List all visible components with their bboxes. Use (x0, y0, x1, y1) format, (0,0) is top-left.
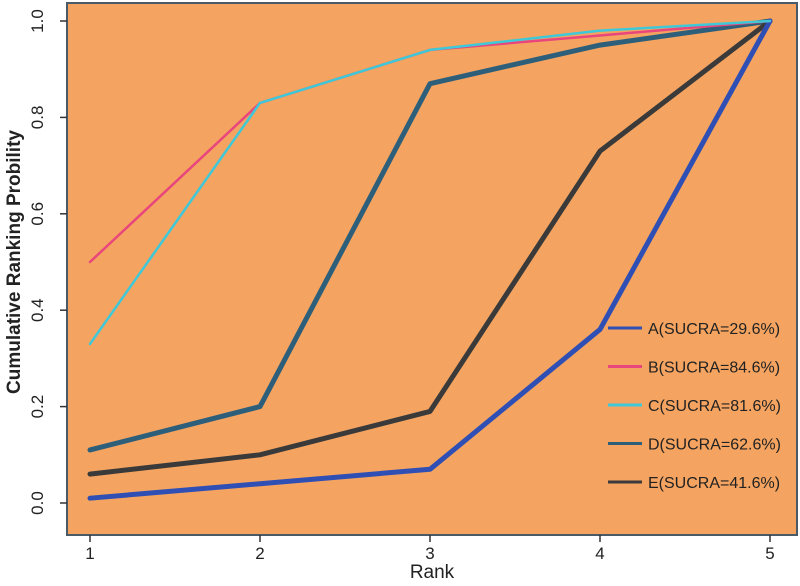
y-tick-label: 0.0 (28, 491, 47, 515)
series-line-d (87, 18, 773, 453)
y-tick-label: 0.8 (28, 106, 47, 130)
series-layer (87, 18, 773, 501)
x-tick-label: 5 (765, 544, 774, 563)
series-line-e (87, 18, 773, 477)
y-axis-label: Cumulative Ranking Probility (4, 130, 25, 394)
x-tick-label: 3 (425, 544, 434, 563)
y-tick-label: 0.2 (28, 395, 47, 419)
x-axis-label: Rank (410, 562, 455, 581)
x-tick-label: 2 (255, 544, 264, 563)
legend-label-d: D(SUCRA=62.6%) (648, 437, 781, 454)
y-tick-label: 0.6 (28, 202, 47, 226)
legend-label-b: B(SUCRA=84.6%) (648, 360, 780, 377)
y-tick-label: 1.0 (28, 9, 47, 33)
x-tick-label: 4 (595, 544, 604, 563)
legend: A(SUCRA=29.6%) B(SUCRA=84.6%) C(SUCRA=81.6… (608, 321, 781, 492)
series-line-c (88, 19, 772, 346)
legend-label-c: C(SUCRA=81.6%) (648, 398, 781, 415)
y-tick-label: 0.4 (28, 298, 47, 322)
legend-label-a: A(SUCRA=29.6%) (648, 321, 780, 338)
x-tick-label: 1 (85, 544, 94, 563)
series-line-a (87, 18, 773, 501)
legend-label-e: E(SUCRA=41.6%) (648, 475, 780, 492)
axes: 1 2 3 4 5 0.0 0.2 0.4 0.6 0.8 1.0 (28, 9, 775, 563)
